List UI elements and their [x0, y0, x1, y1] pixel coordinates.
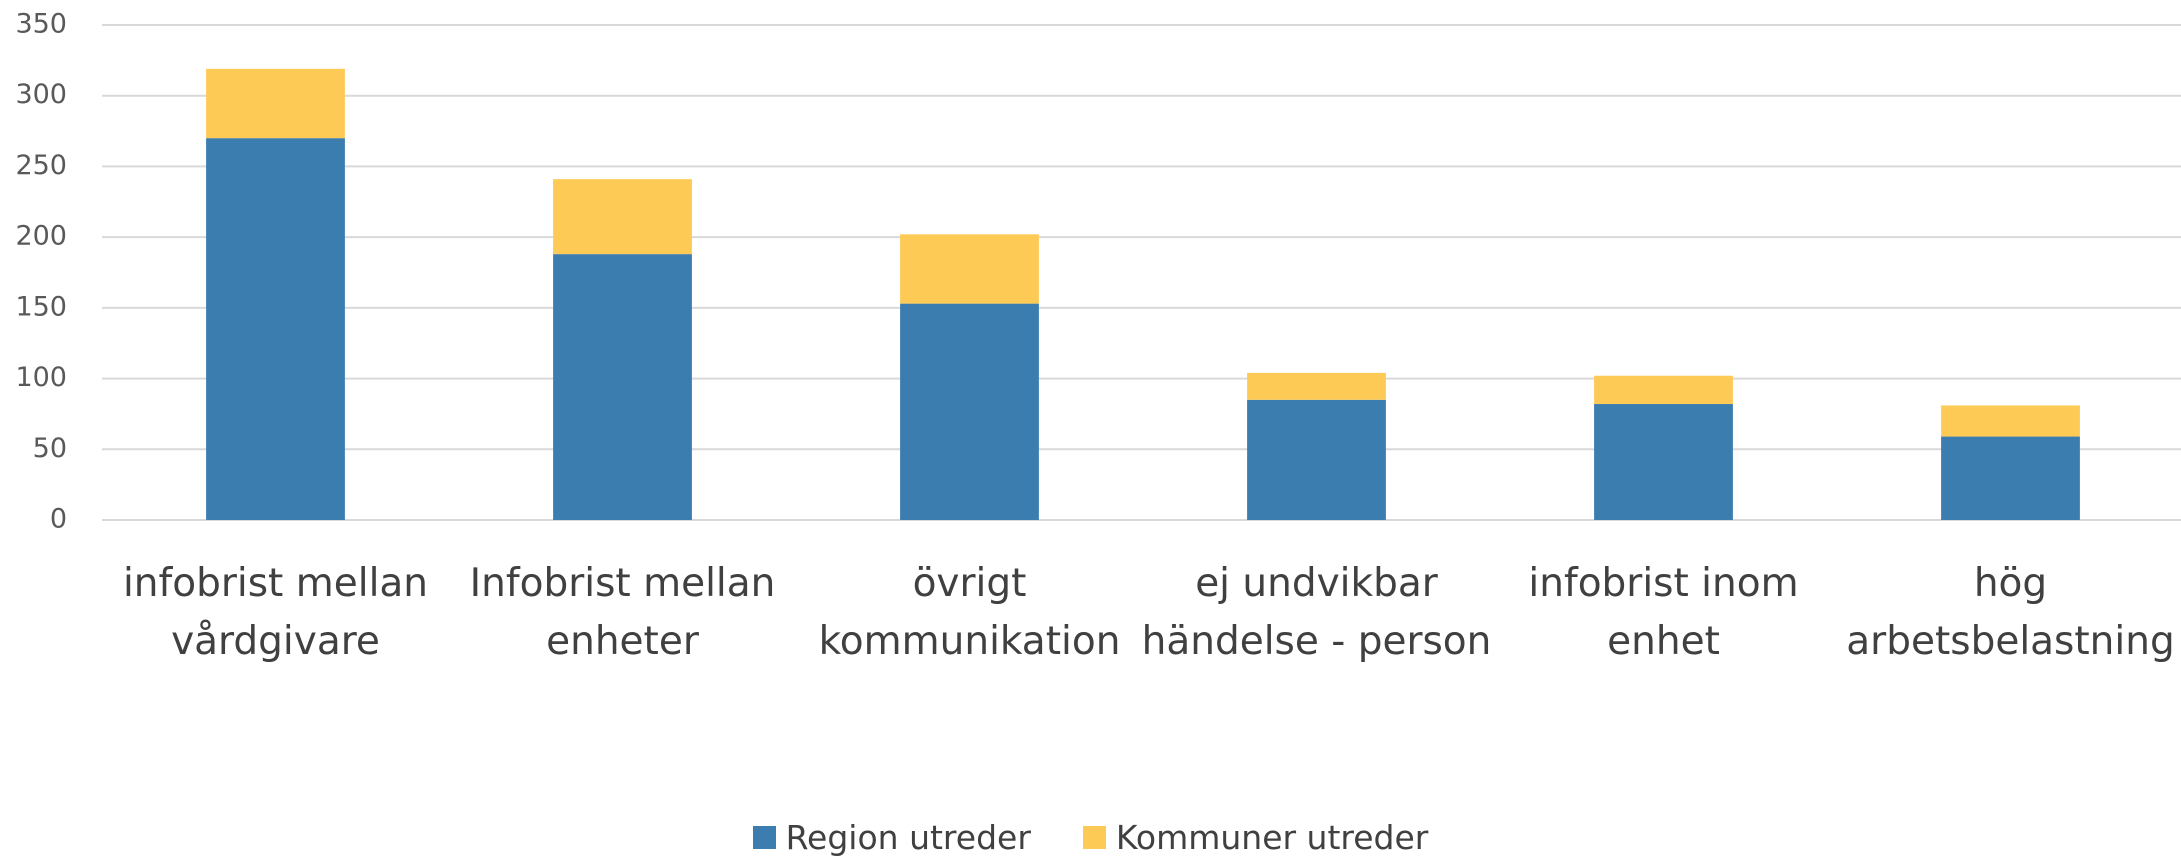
bar-segment: [900, 303, 1039, 520]
bar-segment: [1247, 399, 1386, 520]
y-tick-label: 350: [15, 9, 67, 40]
bar-segment: [900, 234, 1039, 304]
y-tick-label: 250: [15, 150, 67, 181]
bar-segment: [553, 179, 692, 255]
bar-segment: [1594, 404, 1733, 520]
y-tick-label: 300: [15, 79, 67, 110]
y-tick-label: 200: [15, 221, 67, 252]
x-tick-label: hög arbetsbelastning: [1846, 561, 2175, 664]
y-tick-label: 50: [33, 433, 67, 464]
legend-label: Region utreder: [785, 818, 1031, 857]
x-tick-label: Infobrist mellan enheter: [469, 561, 776, 664]
x-tick-label: övrigt kommunikation: [818, 561, 1121, 664]
bar-segment: [1247, 372, 1386, 400]
y-tick-label: 100: [15, 362, 67, 393]
bar-segment: [206, 68, 345, 139]
x-tick-label: infobrist mellan vårdgivare: [122, 561, 429, 664]
legend: Region utreder Kommuner utreder: [0, 818, 2181, 857]
bar-segment: [553, 254, 692, 520]
legend-swatch: [752, 826, 776, 849]
x-tick-label: ej undvikbar händelse - person: [1141, 561, 1492, 664]
x-tick-label: infobrist inom enhet: [1528, 561, 1799, 664]
legend-item: Region utreder: [752, 818, 1031, 857]
legend-swatch: [1082, 826, 1106, 849]
y-tick-label: 150: [15, 291, 67, 322]
bar-segment: [1941, 405, 2080, 437]
bar-segment: [1941, 436, 2080, 520]
y-tick-label: 0: [50, 504, 67, 535]
bar-segment: [1594, 375, 1733, 405]
legend-label: Kommuner utreder: [1115, 818, 1429, 857]
legend-item: Kommuner utreder: [1082, 818, 1429, 857]
bar-segment: [206, 138, 345, 520]
